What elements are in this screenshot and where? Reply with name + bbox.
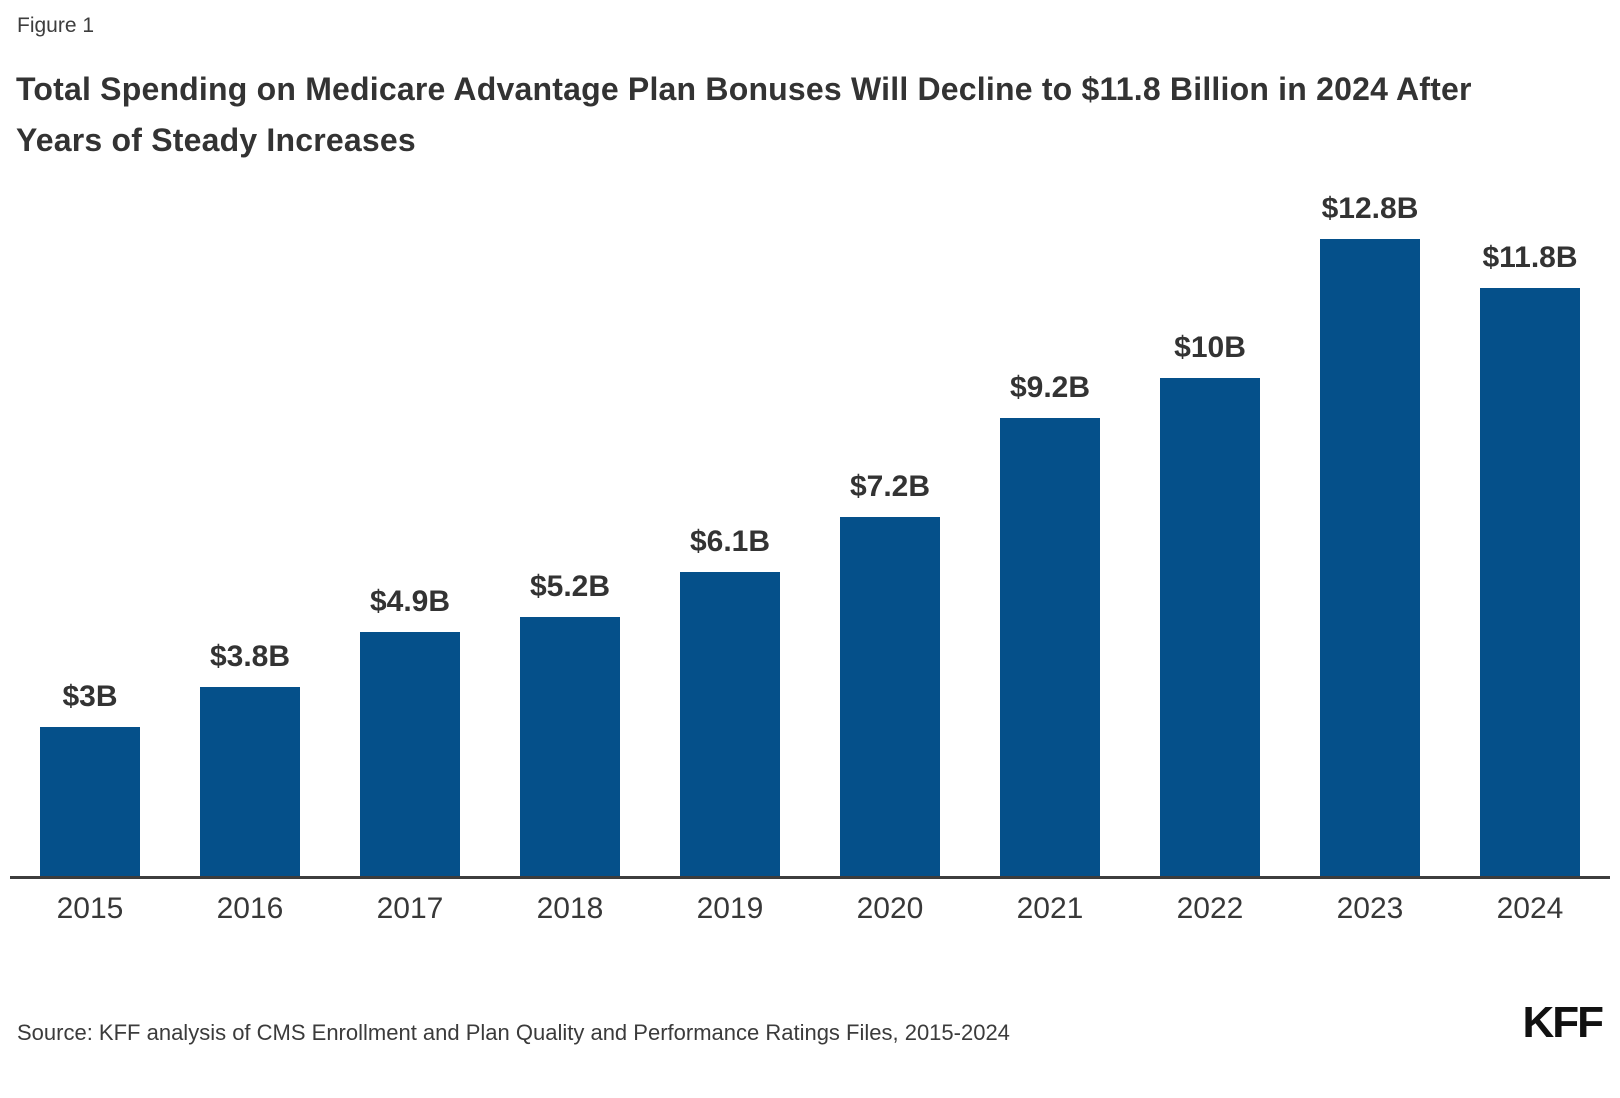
- bar-column: $12.8B: [1290, 192, 1450, 876]
- bar-value-label: $11.8B: [1482, 241, 1578, 274]
- bar-value-label: $3.8B: [209, 640, 291, 673]
- bar-column: $4.9B: [330, 585, 490, 876]
- kff-logo: KFF: [1522, 998, 1604, 1047]
- x-axis-label: 2019: [696, 892, 764, 925]
- plot-area: $3B $3.8B $4.9B $5.2B $6.1B $7.2B $9.2B $10B $12…: [10, 186, 1610, 876]
- bar-column: $10B: [1130, 331, 1290, 876]
- bar-column: $11.8B: [1450, 241, 1610, 876]
- bar-value-label: $6.1B: [689, 525, 771, 558]
- x-axis-label: 2015: [56, 892, 124, 925]
- x-axis-label: 2016: [216, 892, 284, 925]
- bar-value-label: $7.2B: [849, 470, 931, 503]
- bar: [840, 517, 940, 876]
- bar-column: $6.1B: [650, 525, 810, 876]
- bar: [520, 617, 620, 876]
- x-axis-label: 2022: [1176, 892, 1244, 925]
- bar: [680, 572, 780, 876]
- bar-column: $3B: [10, 680, 170, 876]
- bar-value-label: $10B: [1174, 331, 1246, 364]
- bar: [40, 727, 140, 876]
- x-axis-label: 2024: [1496, 892, 1564, 925]
- bar: [1160, 378, 1260, 876]
- bar: [200, 687, 300, 876]
- figure-label: Figure 1: [17, 14, 95, 37]
- x-axis-label: 2020: [856, 892, 924, 925]
- x-axis-line: [10, 876, 1610, 879]
- x-axis-labels: 2015 2016 2017 2018 2019 2020 2021 2022 2023 2024: [10, 879, 1610, 926]
- bar: [1320, 239, 1420, 876]
- x-axis-label: 2021: [1016, 892, 1084, 925]
- source-note: Source: KFF analysis of CMS Enrollment a…: [17, 1020, 1010, 1045]
- bar-value-label: $3B: [62, 680, 118, 713]
- bar-chart: $3B $3.8B $4.9B $5.2B $6.1B $7.2B $9.2B $10B $12…: [10, 186, 1610, 926]
- x-axis-label: 2018: [536, 892, 604, 925]
- bar-value-label: $9.2B: [1009, 371, 1091, 404]
- bar-value-label: $12.8B: [1321, 192, 1419, 225]
- bar: [1000, 418, 1100, 876]
- bar-column: $9.2B: [970, 371, 1130, 876]
- bar-column: $5.2B: [490, 570, 650, 876]
- x-axis-label: 2017: [376, 892, 444, 925]
- page-title: Total Spending on Medicare Advantage Pla…: [16, 71, 1472, 158]
- x-axis-label: 2023: [1336, 892, 1404, 925]
- bar-column: $3.8B: [170, 640, 330, 876]
- bar: [360, 632, 460, 876]
- bar-value-label: $5.2B: [529, 570, 611, 603]
- bar-column: $7.2B: [810, 470, 970, 876]
- bar: [1480, 288, 1580, 876]
- bar-value-label: $4.9B: [369, 585, 451, 618]
